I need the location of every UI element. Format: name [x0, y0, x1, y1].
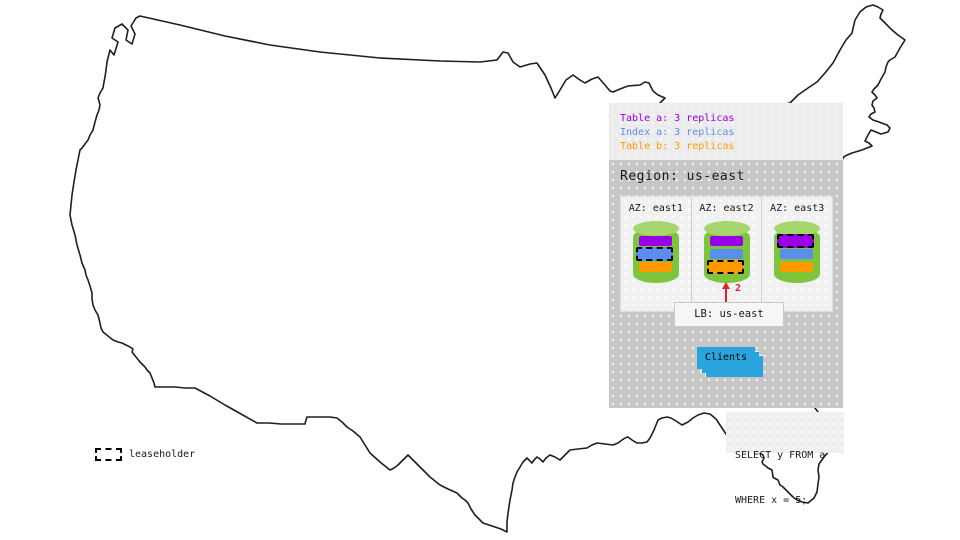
arrow-shaft: [725, 286, 727, 302]
cylinder-top: [632, 221, 679, 236]
database-cylinder: [774, 221, 821, 283]
az-column-east3: AZ: east3: [761, 197, 832, 311]
arrow-up-icon: 2: [722, 282, 746, 302]
az-column-east1: AZ: east1: [621, 197, 691, 311]
cylinder-top: [774, 221, 821, 236]
region-panel: Region: us-east AZ: east1 AZ: east2: [609, 160, 843, 408]
region-title: Region: us-east: [620, 169, 745, 184]
arrow-head: [722, 282, 730, 289]
replica-bar-table-a: [709, 236, 743, 246]
legend-item-table-b: Table b: 3 replicas: [620, 141, 735, 152]
cylinder-top: [703, 221, 750, 236]
legend-item-table-a: Table a: 3 replicas: [620, 113, 735, 124]
leaseholder-label: leaseholder: [129, 449, 196, 460]
replica-bar-table-b: [638, 262, 672, 272]
database-cylinder: [703, 221, 750, 283]
database-cylinder: [632, 221, 679, 283]
sql-line-2: WHERE x = 5;: [735, 495, 808, 506]
legend-item-index-a: Index a: 3 replicas: [620, 127, 735, 138]
sql-line-1: SELECT y FROM a: [735, 450, 826, 461]
clients-label: Clients: [697, 347, 755, 369]
az-container: AZ: east1 AZ: east2: [620, 196, 833, 312]
load-balancer-box: LB: us-east: [674, 302, 784, 327]
replica-legend-panel: Table a: 3 replicas Index a: 3 replicas …: [609, 103, 843, 160]
sql-query-box: SELECT y FROM a WHERE x = 5;: [726, 412, 844, 506]
replica-bar-index-a: [635, 247, 673, 261]
az-label: AZ: east3: [770, 203, 825, 214]
replica-bar-index-a: [709, 249, 743, 259]
leaseholder-swatch-icon: [95, 448, 122, 461]
leaseholder-legend: leaseholder: [95, 448, 195, 461]
az-label: AZ: east1: [628, 203, 683, 214]
replica-bar-table-a: [777, 234, 815, 248]
replica-bar-table-a: [638, 236, 672, 246]
az-label: AZ: east2: [699, 203, 754, 214]
az-column-east2: AZ: east2: [690, 197, 762, 311]
hop-count-label: 2: [735, 283, 742, 294]
replica-bar-table-b: [780, 262, 814, 272]
replica-bar-index-a: [780, 249, 814, 259]
clients-box: Clients: [697, 347, 763, 377]
replica-bar-table-b: [706, 260, 744, 274]
